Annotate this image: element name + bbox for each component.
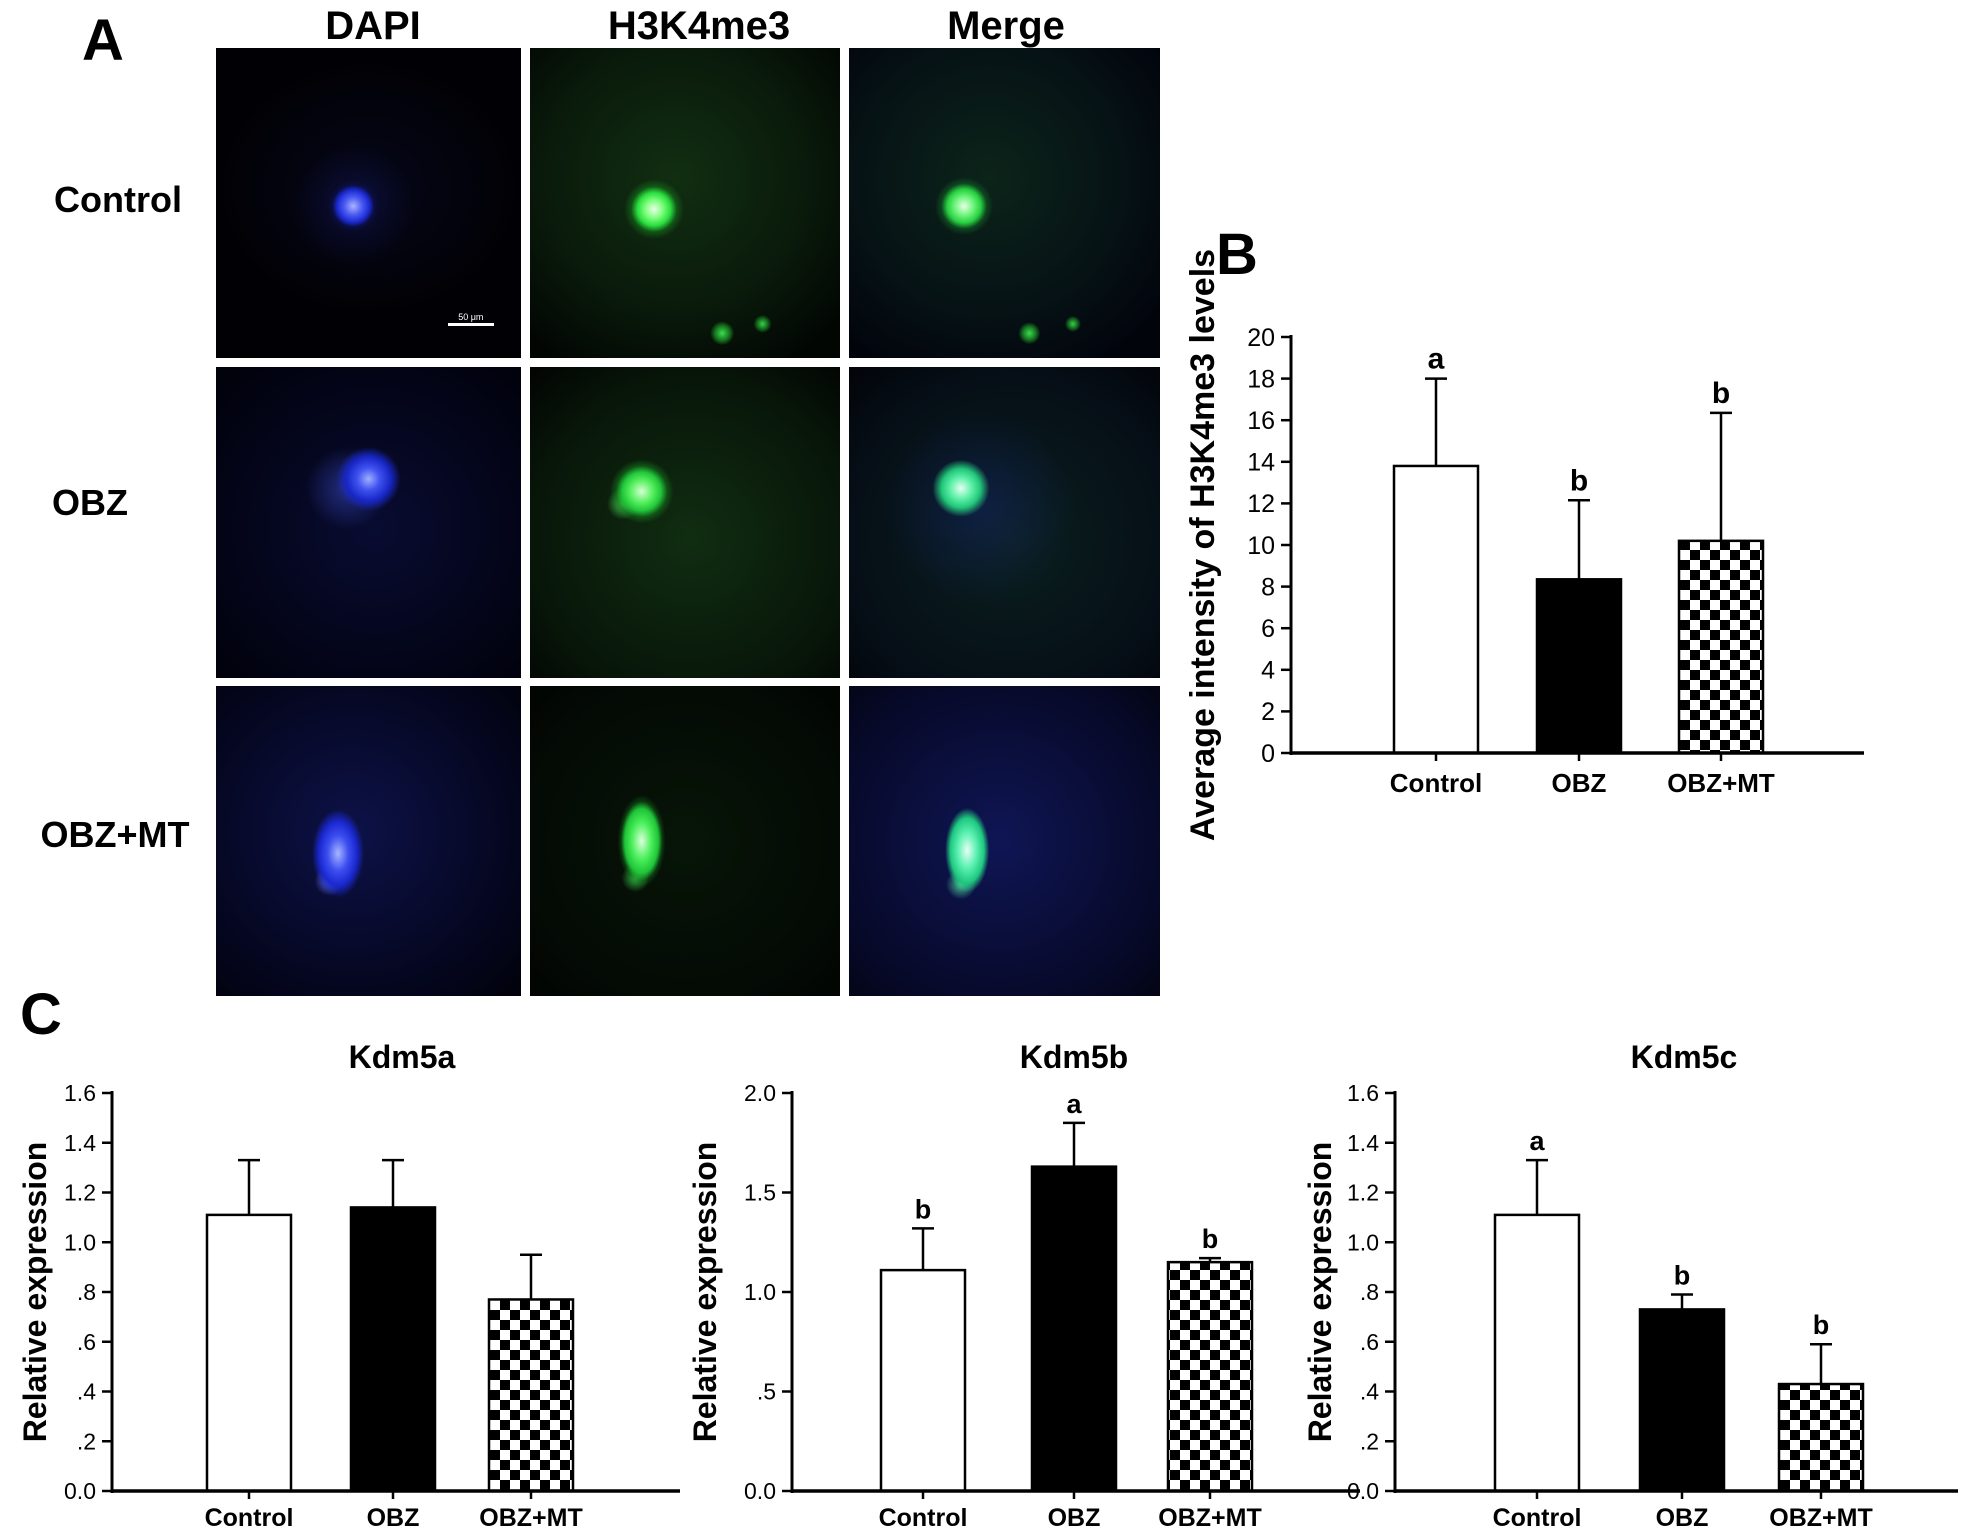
panel-a-label: A [82, 8, 124, 73]
y-tick-label: 14 [1247, 449, 1275, 477]
y-tick-label: 12 [1247, 490, 1275, 518]
y-tick-label: .6 [77, 1329, 96, 1355]
scale-bar-label: 50 μm [458, 311, 484, 322]
y-tick-label: 1.4 [1347, 1130, 1379, 1156]
row-label-obz: OBZ [52, 482, 128, 523]
micro-control-h3k4me3 [530, 48, 840, 358]
bar-obz [349, 1206, 437, 1493]
y-tick-label: 1.0 [744, 1279, 776, 1305]
sig-letter: a [1066, 1089, 1082, 1119]
x-tick-label: OBZ+MT [479, 1504, 582, 1532]
sig-letter: a [1529, 1126, 1545, 1156]
y-tick-label: .6 [1360, 1329, 1379, 1355]
x-tick-label: Control [1390, 768, 1482, 798]
bar-control [1392, 464, 1480, 755]
micro-obz-merge [849, 367, 1160, 678]
micro-obzmt-merge [849, 686, 1160, 996]
y-tick-label: 0.0 [1347, 1478, 1379, 1504]
y-tick-label: 1.0 [64, 1229, 96, 1255]
panel-c-label: C [20, 982, 62, 1047]
y-tick-label: 20 [1247, 324, 1275, 352]
sig-letter: b [1674, 1260, 1691, 1290]
y-tick-label: 1.6 [64, 1080, 96, 1106]
panel-b-label: B [1216, 222, 1258, 287]
chart-title: Kdm5a [349, 1039, 456, 1075]
y-tick-label: .5 [757, 1379, 776, 1405]
x-tick-label: OBZ [367, 1504, 420, 1532]
y-tick-label: 6 [1261, 615, 1275, 643]
bar-obz+mt [487, 1298, 575, 1493]
chart-title: Kdm5c [1631, 1039, 1738, 1075]
bar-obz [1638, 1308, 1726, 1493]
bar-obz [1535, 578, 1623, 755]
y-tick-label: .2 [77, 1428, 96, 1454]
bar-obz+mt [1777, 1382, 1865, 1493]
micro-control-dapi: 50 μm [216, 48, 521, 358]
sig-letter: b [1712, 377, 1730, 410]
y-tick-label: .2 [1360, 1428, 1379, 1454]
col-header-dapi: DAPI [325, 4, 421, 48]
y-tick-label: 1.5 [744, 1180, 776, 1206]
x-tick-label: Control [879, 1504, 968, 1532]
y-tick-label: .4 [77, 1379, 96, 1405]
x-tick-label: OBZ [1552, 768, 1607, 798]
bar-control [205, 1213, 293, 1493]
bar-obz+mt [1677, 539, 1765, 755]
x-tick-label: OBZ [1656, 1504, 1709, 1532]
sig-letter: a [1428, 343, 1445, 376]
y-tick-label: 10 [1247, 532, 1275, 560]
row-label-control: Control [54, 179, 182, 220]
y-tick-label: .8 [1360, 1279, 1379, 1305]
scale-bar: 50 μm [447, 311, 494, 326]
bar-control [1493, 1213, 1581, 1493]
row-label-obz-mt: OBZ+MT [40, 814, 190, 855]
micro-obzmt-dapi [216, 686, 521, 996]
micro-control-merge [849, 48, 1160, 358]
micro-obzmt-h3k4me3 [530, 686, 840, 996]
y-tick-label: .8 [77, 1279, 96, 1305]
y-tick-label: 4 [1261, 657, 1275, 685]
bar-control [879, 1268, 967, 1493]
x-tick-label: Control [1493, 1504, 1582, 1532]
col-header-merge: Merge [947, 4, 1065, 48]
x-tick-label: OBZ+MT [1158, 1504, 1261, 1532]
sig-letter: b [1570, 464, 1588, 497]
scale-bar-line [447, 322, 494, 326]
y-tick-label: 1.0 [1347, 1229, 1379, 1255]
sig-letter: b [1202, 1224, 1219, 1254]
y-tick-label: 2 [1261, 698, 1275, 726]
y-axis-title: Relative expression [17, 1142, 53, 1443]
x-tick-label: OBZ+MT [1667, 768, 1775, 798]
y-tick-label: 1.2 [1347, 1180, 1379, 1206]
y-tick-label: .4 [1360, 1379, 1379, 1405]
y-axis-title: Relative expression [1302, 1142, 1338, 1443]
y-tick-label: 0 [1261, 740, 1275, 768]
bar-obz [1030, 1165, 1118, 1493]
y-tick-label: 1.4 [64, 1130, 96, 1156]
y-tick-label: 1.6 [1347, 1080, 1379, 1106]
y-axis-title: Relative expression [687, 1142, 723, 1443]
x-tick-label: Control [205, 1504, 294, 1532]
micro-obz-h3k4me3 [530, 367, 840, 678]
y-tick-label: 8 [1261, 573, 1275, 601]
y-axis-title: Average intensity of H3K4me3 levels [1184, 249, 1222, 841]
y-tick-label: 0.0 [64, 1478, 96, 1504]
col-header-h3k4me3: H3K4me3 [607, 4, 791, 48]
sig-letter: b [915, 1194, 932, 1224]
x-tick-label: OBZ+MT [1769, 1504, 1872, 1532]
sig-letter: b [1813, 1310, 1830, 1340]
chart-title: Kdm5b [1020, 1039, 1128, 1075]
x-tick-label: OBZ [1048, 1504, 1101, 1532]
y-tick-label: 2.0 [744, 1080, 776, 1106]
y-tick-label: 16 [1247, 407, 1275, 435]
y-tick-label: 18 [1247, 365, 1275, 393]
y-tick-label: 0.0 [744, 1478, 776, 1504]
bar-obz+mt [1166, 1260, 1254, 1493]
y-tick-label: 1.2 [64, 1180, 96, 1206]
micro-obz-dapi [216, 367, 521, 678]
